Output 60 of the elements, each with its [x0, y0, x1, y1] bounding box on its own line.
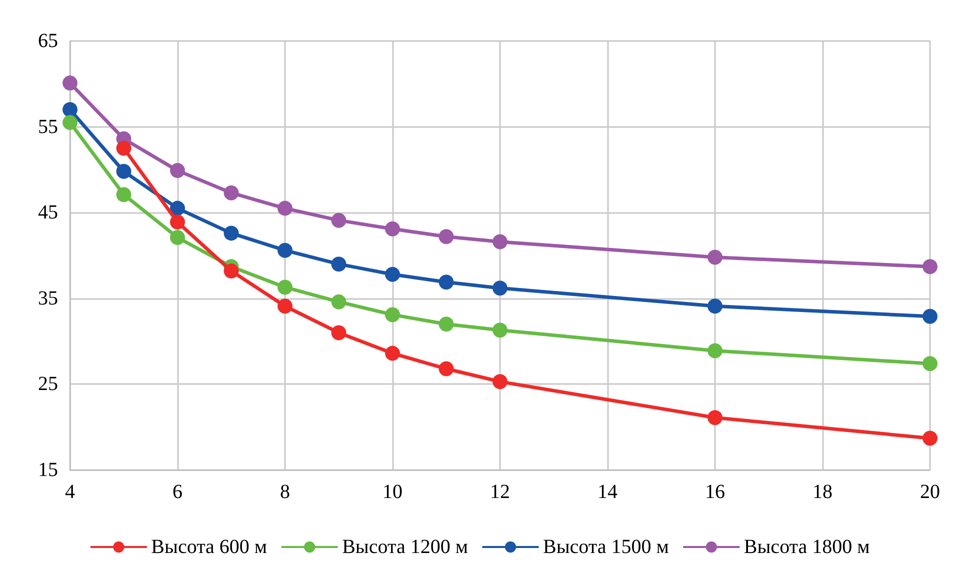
- y-tick-label: 15: [38, 459, 58, 481]
- point: [116, 140, 132, 156]
- point: [62, 76, 78, 91]
- point: [492, 322, 508, 338]
- point: [385, 221, 400, 236]
- point: [708, 410, 722, 426]
- x-tick-label: 16: [705, 481, 725, 503]
- point: [922, 259, 938, 274]
- legend-label: Высота 1200 м: [342, 536, 468, 558]
- point: [62, 115, 78, 130]
- x-tick-label: 20: [920, 481, 940, 503]
- point: [62, 102, 78, 118]
- point: [116, 164, 132, 179]
- point: [331, 212, 346, 228]
- point: [438, 316, 454, 332]
- x-tick-label: 10: [382, 481, 402, 503]
- point: [224, 185, 239, 200]
- y-tick-label: 55: [38, 116, 58, 138]
- point: [116, 187, 132, 202]
- x-tick-label: 12: [490, 481, 510, 503]
- point: [331, 256, 346, 272]
- point: [922, 356, 938, 372]
- legend-label: Высота 1500 м: [543, 536, 670, 558]
- point: [170, 230, 185, 245]
- point: [385, 346, 400, 361]
- point: [331, 325, 346, 340]
- y-tick-label: 65: [38, 30, 58, 52]
- legend-label: Высота 600 м: [151, 536, 268, 558]
- point: [224, 226, 239, 241]
- point: [170, 214, 185, 230]
- x-tick-label: 6: [172, 481, 182, 503]
- point: [438, 229, 454, 244]
- point: [385, 307, 400, 322]
- x-tick-label: 18: [812, 481, 832, 503]
- point: [278, 200, 292, 216]
- x-tick-label: 4: [65, 481, 75, 503]
- point: [278, 298, 292, 314]
- point: [278, 242, 292, 258]
- point: [438, 274, 454, 290]
- point: [708, 298, 722, 314]
- point: [708, 250, 722, 265]
- point: [492, 234, 508, 250]
- point: [385, 266, 400, 282]
- point: [224, 263, 239, 278]
- point: [922, 308, 938, 324]
- point: [170, 200, 185, 216]
- x-tick-label: 8: [280, 481, 290, 503]
- point: [708, 343, 722, 358]
- y-tick-label: 35: [38, 287, 58, 310]
- point: [492, 374, 508, 390]
- point: [278, 280, 292, 295]
- legend-label: Высота 1800 м: [744, 536, 870, 558]
- point: [492, 280, 508, 296]
- point: [922, 430, 938, 446]
- y-tick-label: 25: [38, 373, 58, 396]
- point: [331, 294, 346, 310]
- point: [170, 163, 185, 178]
- x-tick-label: 14: [598, 481, 618, 503]
- point: [438, 361, 454, 376]
- y-tick-label: 45: [38, 202, 58, 224]
